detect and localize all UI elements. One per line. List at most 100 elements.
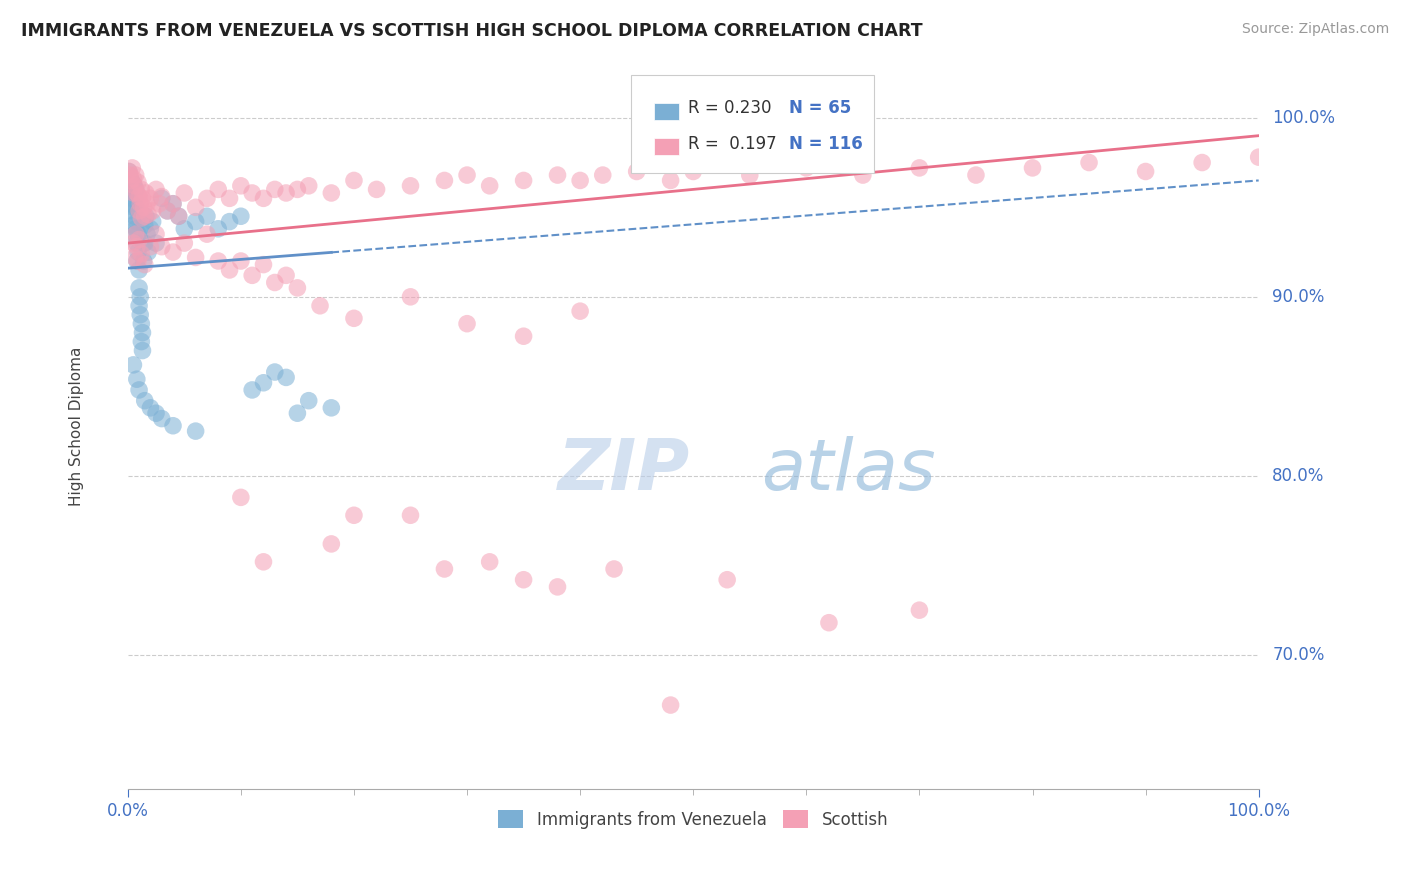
Point [132, 200, 155, 214]
Point [343, 508, 366, 523]
Point [131, 334, 153, 349]
Point [122, 218, 145, 232]
Point [125, 214, 148, 228]
Point [547, 168, 569, 182]
Point [908, 161, 931, 175]
Point [287, 281, 309, 295]
Point [173, 186, 195, 200]
Point [252, 258, 274, 272]
Point [129, 290, 152, 304]
Point [139, 221, 162, 235]
Point [139, 191, 162, 205]
Text: R = 0.230: R = 0.230 [688, 99, 770, 117]
Point [127, 245, 149, 260]
Point [263, 276, 285, 290]
Text: IMMIGRANTS FROM VENEZUELA VS SCOTTISH HIGH SCHOOL DIPLOMA CORRELATION CHART: IMMIGRANTS FROM VENEZUELA VS SCOTTISH HI… [21, 22, 922, 40]
Point [399, 178, 422, 193]
Text: 70.0%: 70.0% [1272, 646, 1324, 664]
Point [129, 308, 152, 322]
Point [131, 182, 153, 196]
Point [124, 209, 146, 223]
Point [184, 214, 207, 228]
Point [512, 329, 534, 343]
Point [135, 209, 157, 223]
Point [240, 383, 263, 397]
Point [120, 173, 142, 187]
Point [207, 182, 229, 196]
Point [136, 207, 159, 221]
Point [139, 240, 162, 254]
Point [321, 401, 343, 415]
Point [125, 254, 148, 268]
Point [263, 365, 285, 379]
Point [298, 178, 321, 193]
Point [274, 370, 297, 384]
Point [229, 491, 252, 505]
Point [124, 251, 146, 265]
Text: ZIP: ZIP [558, 435, 690, 505]
Point [240, 268, 263, 283]
Point [128, 233, 150, 247]
Point [478, 178, 501, 193]
Point [433, 173, 456, 187]
Point [134, 209, 156, 223]
Point [131, 343, 153, 358]
Text: High School Diploma: High School Diploma [69, 347, 84, 507]
Point [150, 189, 173, 203]
Point [569, 304, 592, 318]
Legend: Immigrants from Venezuela, Scottish: Immigrants from Venezuela, Scottish [492, 804, 894, 835]
Point [162, 196, 184, 211]
Point [343, 311, 366, 326]
Text: R =  0.197: R = 0.197 [688, 135, 776, 153]
Point [124, 227, 146, 242]
Point [150, 240, 173, 254]
Point [399, 290, 422, 304]
Point [399, 508, 422, 523]
Point [343, 173, 366, 187]
Point [125, 186, 148, 200]
Point [128, 299, 150, 313]
Point [321, 537, 343, 551]
Point [1247, 150, 1270, 164]
Point [207, 254, 229, 268]
Point [128, 203, 150, 218]
Point [139, 401, 162, 415]
Text: Source: ZipAtlas.com: Source: ZipAtlas.com [1241, 22, 1389, 37]
Point [229, 254, 252, 268]
Point [229, 178, 252, 193]
Point [131, 317, 153, 331]
Point [569, 173, 592, 187]
Point [207, 221, 229, 235]
Point [150, 411, 173, 425]
Point [240, 186, 263, 200]
Point [121, 203, 143, 218]
Point [125, 168, 148, 182]
Point [125, 372, 148, 386]
Point [682, 164, 704, 178]
Point [131, 247, 153, 261]
Point [122, 171, 145, 186]
Point [136, 245, 159, 260]
Point [125, 240, 148, 254]
Point [965, 168, 987, 182]
Point [145, 182, 167, 196]
Point [184, 200, 207, 214]
Point [142, 214, 165, 228]
Point [150, 191, 173, 205]
Point [287, 182, 309, 196]
Point [852, 168, 875, 182]
Point [456, 317, 478, 331]
Point [128, 263, 150, 277]
Point [122, 236, 145, 251]
Point [131, 211, 153, 225]
Point [128, 383, 150, 397]
Point [124, 191, 146, 205]
Point [145, 406, 167, 420]
Point [125, 227, 148, 242]
Point [252, 376, 274, 390]
Point [162, 245, 184, 260]
Point [738, 168, 761, 182]
Point [218, 214, 240, 228]
Point [162, 418, 184, 433]
Point [218, 263, 240, 277]
